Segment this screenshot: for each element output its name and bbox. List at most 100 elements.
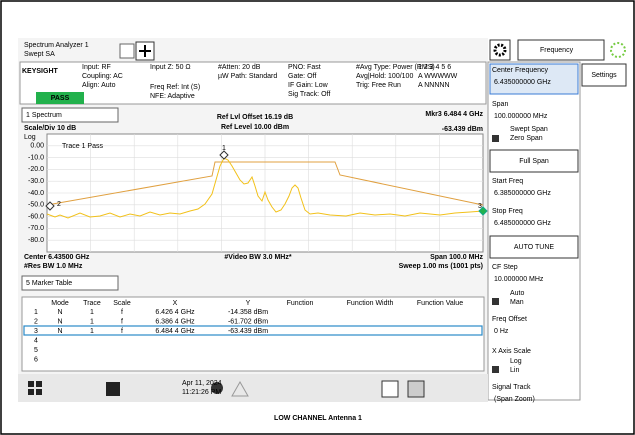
- setting-text: Trig: Free Run: [356, 82, 401, 89]
- tab-dropdown[interactable]: [119, 43, 135, 59]
- field-value: (Span Zoom): [494, 396, 535, 403]
- field-label: Span: [492, 101, 508, 108]
- setting-text: #Atten: 20 dB: [218, 64, 261, 71]
- marker-value: -63.439 dBm: [442, 126, 483, 133]
- selected-row[interactable]: [23, 325, 483, 336]
- brand: KEYSIGHT: [22, 68, 59, 75]
- button-label: AUTO TUNE: [514, 244, 555, 251]
- field-value: 6.485000000 GHz: [494, 220, 551, 227]
- gear-icon: [493, 43, 507, 57]
- trace-indicator: A WWWWW: [418, 73, 458, 80]
- trace-status: Trace 1 Pass: [62, 143, 103, 150]
- column-header: Trace: [83, 300, 101, 307]
- marker-3: [478, 206, 488, 216]
- settings-button[interactable]: [581, 63, 627, 87]
- column-header: X: [173, 300, 178, 307]
- center-label: Center 6.43500 GHz: [24, 254, 90, 261]
- marker-2: [45, 201, 55, 211]
- gear-button[interactable]: [489, 39, 511, 61]
- column-header: Scale: [113, 300, 131, 307]
- y-label: -60.0: [28, 213, 44, 220]
- vbw-label: #Video BW 3.0 MHz*: [224, 254, 291, 261]
- field-value: 6.435000000 GHz: [494, 79, 551, 86]
- column-header: Y: [246, 300, 251, 307]
- center-freq-field[interactable]: [489, 63, 579, 95]
- zero-span-check[interactable]: [492, 135, 499, 142]
- settings-label: Settings: [591, 72, 617, 79]
- y-label: -10.0: [28, 154, 44, 161]
- cell: f: [121, 328, 123, 335]
- button-label: Full Span: [519, 158, 549, 165]
- scale-label: Scale/Div 10 dB: [24, 125, 76, 132]
- cell: 1: [90, 318, 94, 325]
- y-label: -50.0: [28, 202, 44, 209]
- option: Lin: [510, 367, 519, 374]
- ref-offset: Ref Lvl Offset 16.19 dB: [217, 114, 293, 121]
- marker-table: [21, 296, 485, 372]
- caption: LOW CHANNEL Antenna 1: [274, 415, 362, 422]
- tab-subtitle: Swept SA: [24, 51, 55, 58]
- window-label: 1 Spectrum: [26, 112, 62, 119]
- marker-id: 1: [222, 145, 226, 152]
- field-label: Freq Offset: [492, 316, 527, 323]
- field-label: Start Freq: [492, 178, 523, 185]
- table-window-label: 5 Marker Table: [26, 280, 72, 287]
- y-label: 0.00: [30, 143, 44, 150]
- trace-indicator: 1 2 3 4 5 6: [418, 64, 451, 71]
- cell: -61.702 dBm: [228, 318, 268, 325]
- spinner-icon: [610, 42, 626, 58]
- cell: 6.484 4 GHz: [155, 328, 195, 335]
- man-check[interactable]: [492, 298, 499, 305]
- side-panel: [487, 61, 581, 401]
- window-dropdown[interactable]: [21, 107, 119, 123]
- setting-text: Coupling: AC: [82, 73, 123, 80]
- setting-text: #Avg Type: Power (RMS): [356, 64, 435, 71]
- cell: 1: [90, 309, 94, 316]
- limit-line: [46, 161, 484, 206]
- setting-text: IF Gain: Low: [288, 82, 329, 89]
- auto-tune-button[interactable]: [489, 235, 579, 259]
- column-header: Function Width: [347, 300, 394, 307]
- table-dropdown[interactable]: [21, 275, 119, 291]
- plus-icon: [139, 45, 151, 57]
- full-span-button[interactable]: [489, 149, 579, 173]
- setting-text: Input: RF: [82, 64, 111, 71]
- cell: N: [57, 318, 62, 325]
- option: Log: [510, 358, 522, 365]
- setting-text: Align: Auto: [82, 82, 116, 89]
- y-label: -40.0: [28, 190, 44, 197]
- option: Swept Span: [510, 126, 548, 133]
- y-label: -20.0: [28, 166, 44, 173]
- field-label: CF Step: [492, 264, 518, 271]
- column-header: Function Value: [417, 300, 463, 307]
- lin-check[interactable]: [492, 366, 499, 373]
- setting-text: Input Z: 50 Ω: [150, 64, 191, 71]
- setting-text: µW Path: Standard: [218, 73, 277, 80]
- scale-type: Log: [24, 134, 36, 141]
- tab-title: Spectrum Analyzer 1: [24, 42, 89, 49]
- menu-dropdown[interactable]: [517, 39, 605, 61]
- cell: 5: [34, 347, 38, 354]
- pass-badge: [36, 92, 84, 104]
- setting-text: PNO: Fast: [288, 64, 321, 71]
- cell: 2: [34, 318, 38, 325]
- time: 11:21:26 PM: [182, 389, 221, 396]
- date: Apr 11, 2024: [182, 380, 222, 387]
- trace-indicator: A NNNNN: [418, 82, 450, 89]
- ref-level: Ref Level 10.00 dBm: [221, 124, 289, 131]
- cell: 1: [90, 328, 94, 335]
- menu-label: Frequency: [540, 47, 574, 54]
- marker-1: [219, 150, 229, 160]
- cell: f: [121, 309, 123, 316]
- field-label: Stop Freq: [492, 208, 523, 215]
- field-label: X Axis Scale: [492, 348, 531, 355]
- setting-text: NFE: Adaptive: [150, 93, 195, 100]
- setting-text: Avg|Hold: 100/100: [356, 73, 413, 80]
- status: PASS: [51, 95, 70, 102]
- option: Auto: [510, 290, 525, 297]
- field-label: Signal Track: [492, 384, 531, 391]
- cell: N: [57, 309, 62, 316]
- setting-text: Sig Track: Off: [288, 91, 330, 98]
- cell: 1: [34, 309, 38, 316]
